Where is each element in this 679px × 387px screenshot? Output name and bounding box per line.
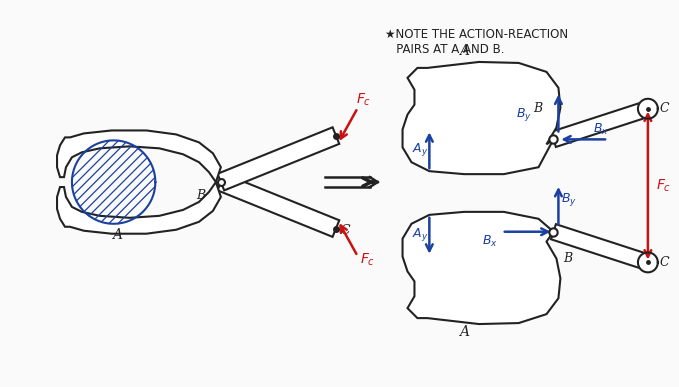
Text: $B_y$: $B_y$ xyxy=(562,192,577,209)
Text: B: B xyxy=(564,252,572,264)
Text: C: C xyxy=(660,256,669,269)
Text: ★NOTE THE ACTION-REACTION
   PAIRS AT A AND B.: ★NOTE THE ACTION-REACTION PAIRS AT A AND… xyxy=(385,28,568,56)
Text: $A_y$: $A_y$ xyxy=(412,226,429,243)
Polygon shape xyxy=(638,99,658,119)
Text: $F_c$: $F_c$ xyxy=(356,92,371,108)
Text: $A_y$: $A_y$ xyxy=(412,141,429,158)
Text: B: B xyxy=(534,102,543,115)
Text: $B_x$: $B_x$ xyxy=(482,234,498,249)
Polygon shape xyxy=(57,182,221,234)
Polygon shape xyxy=(217,127,340,190)
Text: A: A xyxy=(459,325,469,339)
Text: $F_c$: $F_c$ xyxy=(360,251,375,268)
Text: A: A xyxy=(111,228,122,241)
Text: $B_y$: $B_y$ xyxy=(516,106,532,123)
Text: $F_c$: $F_c$ xyxy=(656,177,671,194)
Text: B: B xyxy=(196,189,205,202)
Text: A: A xyxy=(459,44,469,58)
Polygon shape xyxy=(638,252,658,272)
Polygon shape xyxy=(403,62,560,174)
Text: $B_x$: $B_x$ xyxy=(593,122,609,137)
Polygon shape xyxy=(403,212,560,324)
Polygon shape xyxy=(551,101,650,147)
Text: C: C xyxy=(660,102,669,115)
Polygon shape xyxy=(217,174,340,237)
Polygon shape xyxy=(551,224,650,270)
Text: C: C xyxy=(341,224,350,237)
Polygon shape xyxy=(57,130,221,182)
